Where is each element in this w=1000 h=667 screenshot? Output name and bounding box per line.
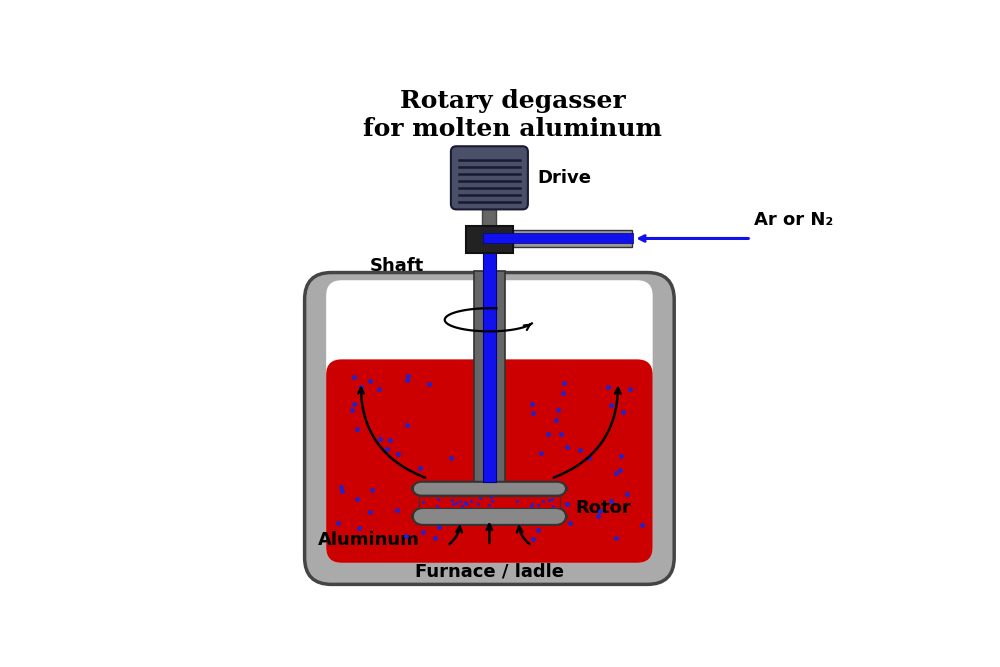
FancyBboxPatch shape [412, 508, 566, 525]
FancyBboxPatch shape [412, 482, 566, 496]
Text: Furnace / ladle: Furnace / ladle [415, 562, 564, 580]
Text: Rotary degasser
for molten aluminum: Rotary degasser for molten aluminum [363, 89, 662, 141]
Text: Aluminum: Aluminum [318, 531, 419, 549]
Bar [482, 209, 496, 226]
Bar [419, 496, 560, 508]
FancyBboxPatch shape [326, 280, 653, 563]
FancyBboxPatch shape [451, 146, 528, 209]
FancyBboxPatch shape [326, 360, 653, 563]
Bar [512, 230, 632, 247]
Bar [483, 234, 496, 482]
FancyBboxPatch shape [305, 273, 674, 584]
Bar [483, 233, 633, 243]
Bar [474, 271, 505, 482]
Text: Rotor: Rotor [576, 499, 631, 517]
Bar [466, 226, 512, 253]
Text: Ar or N₂: Ar or N₂ [754, 211, 833, 229]
Text: Drive: Drive [537, 169, 591, 187]
Text: Shaft: Shaft [370, 257, 424, 275]
